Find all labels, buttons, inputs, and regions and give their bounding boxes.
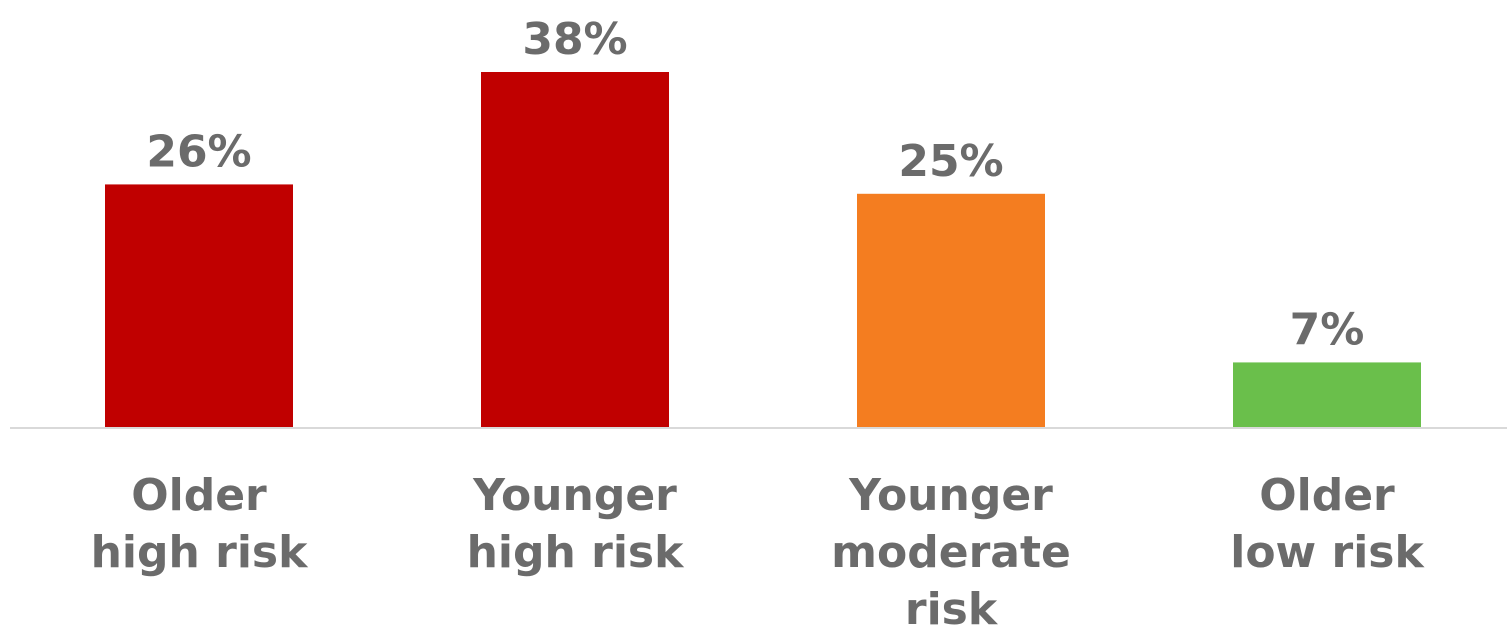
category-label-1: Younger high risk bbox=[467, 470, 686, 578]
category-label-line: risk bbox=[905, 584, 999, 633]
category-label-2: Younger moderate risk bbox=[831, 470, 1071, 633]
category-label-3: Older low risk bbox=[1230, 470, 1425, 578]
category-label-line: Older bbox=[131, 470, 267, 521]
bar-0 bbox=[105, 184, 293, 428]
data-label-2: 25% bbox=[898, 136, 1003, 187]
category-labels-group: Older high risk Younger high risk Younger mod… bbox=[91, 470, 1426, 633]
category-label-line: high risk bbox=[467, 527, 686, 578]
value-labels-group: 26% 38% 25% 7% bbox=[146, 14, 1364, 355]
data-label-3: 7% bbox=[1290, 304, 1365, 355]
bars-group bbox=[105, 72, 1421, 428]
category-label-line: low risk bbox=[1230, 527, 1425, 578]
bar-2 bbox=[857, 193, 1045, 428]
category-label-line: Younger bbox=[848, 470, 1053, 521]
category-label-line: Older bbox=[1259, 470, 1395, 521]
bar-1 bbox=[481, 72, 669, 428]
bar-3 bbox=[1233, 362, 1421, 428]
category-label-line: high risk bbox=[91, 527, 310, 578]
category-label-line: Younger bbox=[472, 470, 677, 521]
data-label-0: 26% bbox=[146, 126, 251, 177]
data-label-1: 38% bbox=[522, 14, 627, 65]
category-label-0: Older high risk bbox=[91, 470, 310, 578]
category-label-line: moderate bbox=[831, 527, 1071, 578]
